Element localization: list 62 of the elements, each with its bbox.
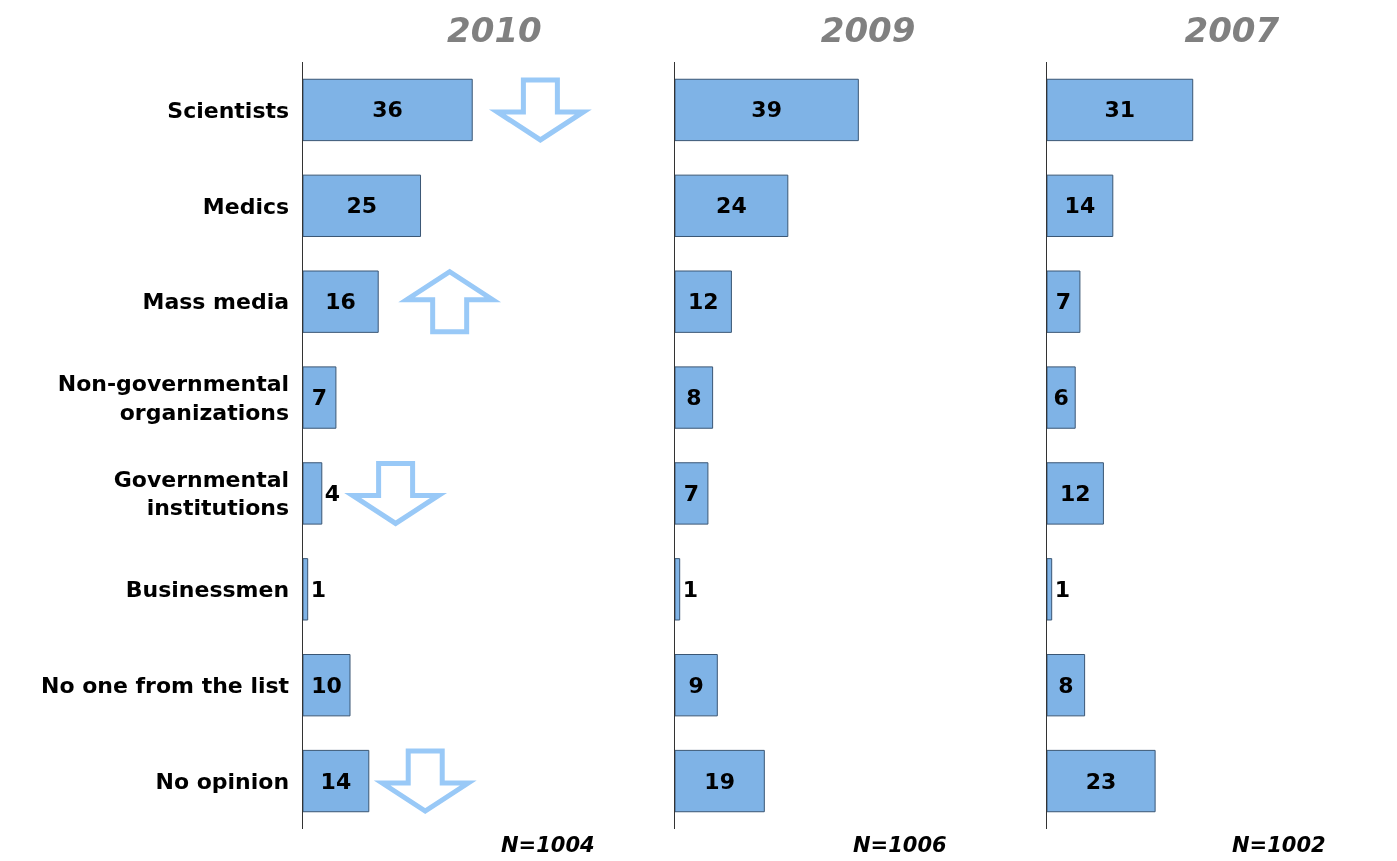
y-tick-label: Medics — [202, 193, 290, 219]
y-tick-label: No opinion — [155, 768, 290, 794]
bar — [1047, 654, 1086, 717]
bar — [1047, 78, 1194, 142]
data-label: 16 — [325, 289, 356, 315]
data-label: 19 — [704, 768, 735, 794]
bar — [1047, 366, 1076, 429]
y-tick-label: Non-governmental organizations — [57, 370, 290, 425]
data-label: 7 — [1055, 289, 1072, 315]
data-label: 9 — [688, 672, 704, 698]
text: N=1006 — [853, 833, 947, 857]
data-label: 1 — [1054, 576, 1071, 602]
bar — [675, 270, 732, 333]
bar — [303, 749, 370, 813]
bar — [1047, 749, 1156, 813]
data-label: 31 — [1104, 97, 1136, 123]
data-label: 4 — [324, 480, 341, 506]
data-label: 1 — [682, 576, 699, 602]
data-label: 36 — [372, 97, 403, 123]
chart-title: 2010 — [447, 9, 542, 50]
data-label: 6 — [1053, 385, 1069, 411]
bar — [303, 366, 337, 429]
bar — [1047, 270, 1081, 333]
data-label: 8 — [1058, 672, 1074, 698]
bar — [675, 174, 789, 237]
data-label: 23 — [1085, 768, 1117, 794]
bar — [675, 78, 859, 142]
y-tick-label: No one from the list — [40, 672, 290, 698]
y-tick-label: Scientists — [167, 97, 290, 123]
chart-title: 2007 — [1184, 9, 1280, 50]
data-label: 12 — [1059, 480, 1091, 506]
bar — [675, 654, 718, 717]
bar — [303, 558, 309, 621]
bar — [303, 174, 422, 237]
data-label: 24 — [716, 193, 747, 219]
data-label: 7 — [683, 480, 700, 506]
data-label: 39 — [751, 97, 782, 123]
bar — [1047, 462, 1104, 525]
data-label: 8 — [686, 385, 702, 411]
bar — [675, 462, 709, 525]
text: N=1002 — [1232, 833, 1326, 857]
bar — [303, 270, 379, 333]
bar — [675, 749, 765, 813]
bar — [303, 462, 323, 525]
y-tick-label: Mass media — [142, 289, 290, 315]
bar — [303, 654, 351, 717]
text: N=1004 — [501, 833, 595, 857]
data-label: 12 — [687, 289, 719, 315]
data-label: 14 — [1064, 193, 1096, 219]
data-label: 25 — [346, 193, 378, 219]
bar — [1047, 558, 1053, 621]
bar — [303, 78, 473, 142]
data-label: 7 — [311, 385, 328, 411]
chart-title: 2009 — [820, 9, 916, 50]
data-label: 14 — [320, 768, 352, 794]
y-tick-label: Governmental institutions — [113, 466, 290, 521]
bar — [675, 366, 714, 429]
y-tick-label: Businessmen — [125, 577, 290, 603]
bar — [1047, 174, 1114, 237]
bar — [675, 558, 681, 621]
data-label: 10 — [311, 672, 342, 698]
data-label: 1 — [310, 576, 327, 602]
